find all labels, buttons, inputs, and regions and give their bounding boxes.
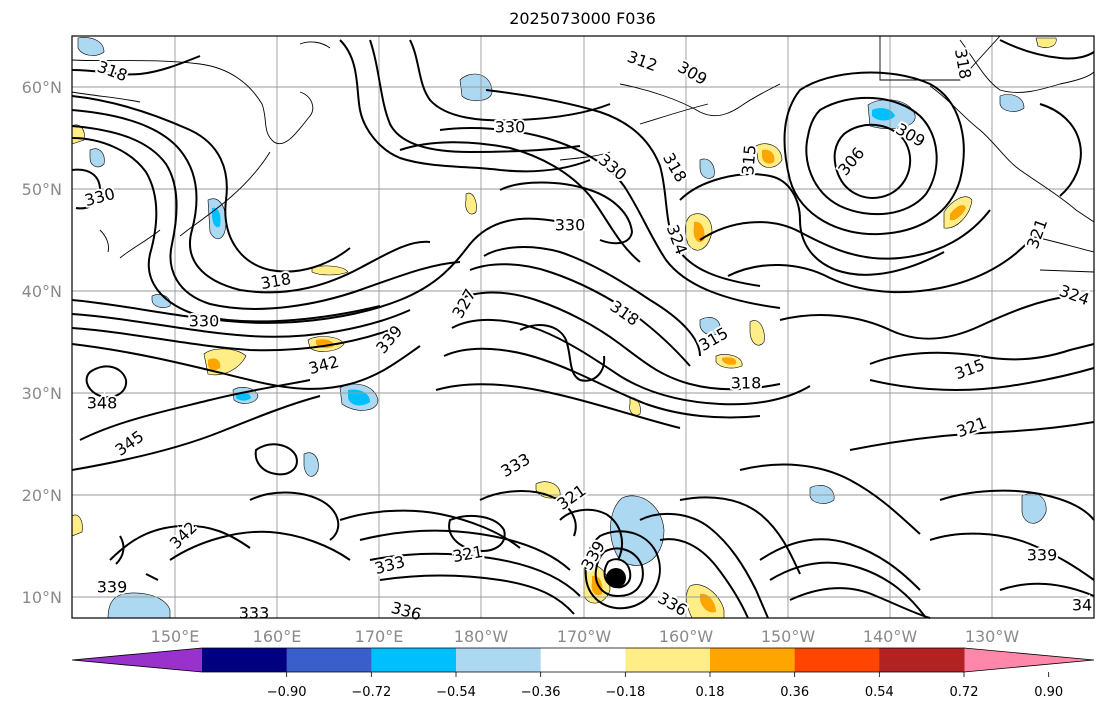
pos-anomaly-patch xyxy=(311,265,349,276)
contour-label: 34 xyxy=(1072,596,1092,615)
map-frame xyxy=(71,35,1095,619)
contour-label: 339 xyxy=(1027,546,1058,565)
neg-anomaly-core xyxy=(212,207,221,228)
colorbar: −0.90 −0.72 −0.54 −0.36 −0.18 0.18 0.36 0.54 0.7… xyxy=(71,647,1095,700)
neg-anomaly-patch xyxy=(77,37,105,56)
contour-label: 315 xyxy=(738,144,760,176)
lon-tick-label: 140°W xyxy=(863,627,918,646)
neg-anomaly-patch xyxy=(699,317,721,336)
lon-tick-label: 180°W xyxy=(454,627,509,646)
colorbar-tick-label: 0.90 xyxy=(1034,685,1063,700)
colorbar-tick-label: −0.72 xyxy=(351,685,391,700)
pos-anomaly-patch xyxy=(749,320,765,346)
colorbar-segment xyxy=(625,648,711,672)
contour-label: 348 xyxy=(87,394,118,413)
pos-anomaly-core xyxy=(700,593,716,613)
neg-anomaly-patch xyxy=(809,485,835,504)
lon-tick-label: 170°W xyxy=(557,627,612,646)
neg-anomaly-patch xyxy=(303,452,319,477)
colorbar-tick-label: 0.18 xyxy=(696,685,725,700)
pos-anomaly-patch xyxy=(1035,37,1057,48)
colorbar-tick-label: −0.90 xyxy=(267,685,307,700)
colorbar-extend-max xyxy=(964,648,1094,672)
colorbar-tick-label: 0.54 xyxy=(865,685,894,700)
contour-label: 330 xyxy=(555,216,586,235)
longitude-labels: 150°E 160°E 170°E 180°W 170°W 160°W 150°W 140°W… xyxy=(151,627,1020,646)
colorbar-tick-label: −0.36 xyxy=(521,685,561,700)
map-title: 2025073000 F036 xyxy=(509,9,656,28)
lat-tick-label: 10°N xyxy=(22,588,62,607)
colorbar-segment xyxy=(879,648,965,672)
lat-tick-label: 30°N xyxy=(22,384,62,403)
lat-tick-label: 60°N xyxy=(22,78,62,97)
contour-label: 333 xyxy=(239,604,270,623)
colorbar-segment xyxy=(286,648,372,672)
contour-label: 321 xyxy=(451,542,484,566)
neg-anomaly-patch xyxy=(1021,493,1047,524)
lat-tick-label: 50°N xyxy=(22,180,62,199)
pos-anomaly-core xyxy=(693,221,705,243)
lon-tick-label: 170°E xyxy=(355,627,404,646)
pos-anomaly-core xyxy=(591,575,603,596)
neg-anomaly-patch xyxy=(699,158,715,179)
anomaly-fill-patches xyxy=(71,37,1057,619)
contour-label: 330 xyxy=(189,312,220,331)
neg-anomaly-core xyxy=(872,108,895,121)
contour-label: 330 xyxy=(495,118,526,137)
pos-anomaly-patch xyxy=(71,514,83,537)
colorbar-outline xyxy=(71,647,1095,673)
colorbar-extend-min xyxy=(72,648,202,672)
neg-anomaly-patch xyxy=(89,148,105,168)
neg-anomaly-patch xyxy=(999,94,1025,112)
colorbar-tick-label: −0.18 xyxy=(605,685,645,700)
colorbar-tick-label: 0.72 xyxy=(950,685,979,700)
lon-tick-label: 160°W xyxy=(659,627,714,646)
pos-anomaly-core xyxy=(722,357,737,365)
lat-tick-label: 20°N xyxy=(22,486,62,505)
colorbar-tick-label: −0.54 xyxy=(436,685,476,700)
cyclone-center-marker xyxy=(606,568,626,588)
neg-anomaly-patch xyxy=(610,495,665,566)
theta-contours xyxy=(71,39,1095,619)
colorbar-segment xyxy=(710,648,796,672)
pos-anomaly-core xyxy=(208,358,221,371)
colorbar-tick-label: 0.36 xyxy=(780,685,809,700)
lon-tick-label: 150°W xyxy=(761,627,816,646)
colorbar-segment xyxy=(540,648,626,672)
colorbar-segment xyxy=(202,648,288,672)
colorbar-segment xyxy=(456,648,542,672)
contour-label: 339 xyxy=(97,578,128,597)
contour-label: 318 xyxy=(731,374,762,393)
lon-tick-label: 150°E xyxy=(151,627,200,646)
neg-anomaly-core xyxy=(348,389,370,406)
lat-tick-label: 40°N xyxy=(22,282,62,301)
latitude-labels: 60°N 50°N 40°N 30°N 20°N 10°N xyxy=(22,78,62,607)
pos-anomaly-core xyxy=(762,149,775,164)
contour-label: 318 xyxy=(259,269,292,293)
lon-tick-label: 130°W xyxy=(965,627,1020,646)
pos-anomaly-core xyxy=(950,205,966,221)
lon-tick-label: 160°E xyxy=(253,627,302,646)
pos-anomaly-patch xyxy=(465,192,477,215)
colorbar-segment xyxy=(371,648,457,672)
colorbar-segment xyxy=(794,648,880,672)
